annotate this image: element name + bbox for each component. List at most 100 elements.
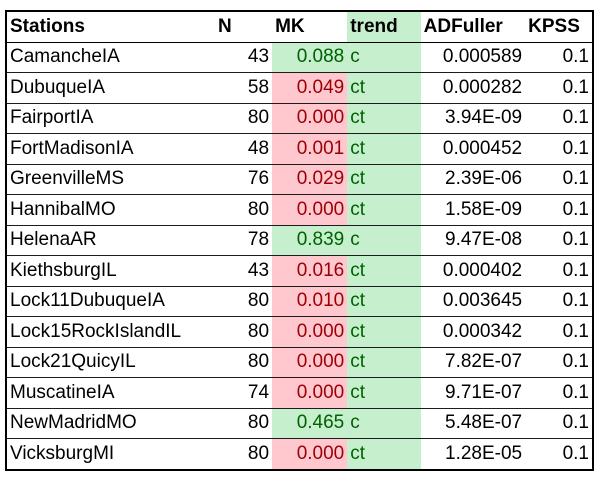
station-cell[interactable]: Lock15RockIslandIL bbox=[6, 316, 215, 348]
table-row: CamancheIA 43 0.088 c 0.000589 0.1 bbox=[6, 42, 593, 73]
kpss-cell[interactable]: 0.1 bbox=[525, 347, 593, 378]
station-cell[interactable]: DubuqueIA bbox=[6, 72, 215, 104]
trend-cell[interactable]: ct bbox=[347, 72, 421, 104]
table-row: KiethsburgIL 43 0.016 ct 0.000402 0.1 bbox=[6, 255, 593, 287]
n-cell[interactable]: 43 bbox=[214, 255, 273, 287]
trend-cell[interactable]: ct bbox=[347, 194, 421, 226]
trend-cell[interactable]: ct bbox=[347, 103, 421, 134]
station-cell[interactable]: NewMadridMO bbox=[6, 408, 215, 439]
station-cell[interactable]: HelenaAR bbox=[6, 225, 215, 256]
station-cell[interactable]: FortMadisonIA bbox=[6, 133, 215, 165]
n-cell[interactable]: 74 bbox=[214, 377, 273, 409]
table-row: FairportIA 80 0.000 ct 3.94E-09 0.1 bbox=[6, 103, 593, 134]
adfuller-cell[interactable]: 0.000402 bbox=[420, 255, 526, 287]
n-cell[interactable]: 80 bbox=[214, 408, 273, 439]
mk-cell[interactable]: 0.000 bbox=[272, 103, 348, 134]
trend-cell[interactable]: c bbox=[347, 42, 421, 73]
adfuller-cell[interactable]: 0.000342 bbox=[420, 316, 526, 348]
n-cell[interactable]: 43 bbox=[214, 42, 273, 73]
kpss-cell[interactable]: 0.1 bbox=[525, 255, 593, 287]
n-cell[interactable]: 80 bbox=[214, 286, 273, 317]
kpss-cell[interactable]: 0.1 bbox=[525, 438, 593, 470]
mk-cell[interactable]: 0.016 bbox=[272, 255, 348, 287]
adfuller-cell[interactable]: 0.000452 bbox=[420, 133, 526, 165]
station-cell[interactable]: VicksburgMI bbox=[6, 438, 215, 470]
table-row: HannibalMO 80 0.000 ct 1.58E-09 0.1 bbox=[6, 194, 593, 226]
kpss-cell[interactable]: 0.1 bbox=[525, 72, 593, 104]
trend-cell[interactable]: c bbox=[347, 225, 421, 256]
kpss-cell[interactable]: 0.1 bbox=[525, 103, 593, 134]
mk-cell[interactable]: 0.049 bbox=[272, 72, 348, 104]
mk-cell[interactable]: 0.088 bbox=[272, 42, 348, 73]
table-row: MuscatineIA 74 0.000 ct 9.71E-07 0.1 bbox=[6, 377, 593, 409]
adfuller-cell[interactable]: 0.003645 bbox=[420, 286, 526, 317]
adfuller-cell[interactable]: 1.58E-09 bbox=[420, 194, 526, 226]
n-cell[interactable]: 76 bbox=[214, 164, 273, 195]
adfuller-cell[interactable]: 3.94E-09 bbox=[420, 103, 526, 134]
n-cell[interactable]: 80 bbox=[214, 347, 273, 378]
kpss-cell[interactable]: 0.1 bbox=[525, 164, 593, 195]
kpss-cell[interactable]: 0.1 bbox=[525, 286, 593, 317]
n-cell[interactable]: 78 bbox=[214, 225, 273, 256]
adfuller-cell[interactable]: 0.000589 bbox=[420, 42, 526, 73]
table-row: Lock21QuicyIL 80 0.000 ct 7.82E-07 0.1 bbox=[6, 347, 593, 378]
kpss-cell[interactable]: 0.1 bbox=[525, 408, 593, 439]
station-cell[interactable]: GreenvilleMS bbox=[6, 164, 215, 195]
kpss-cell[interactable]: 0.1 bbox=[525, 225, 593, 256]
kpss-cell[interactable]: 0.1 bbox=[525, 42, 593, 73]
kpss-cell[interactable]: 0.1 bbox=[525, 133, 593, 165]
mk-cell[interactable]: 0.000 bbox=[272, 347, 348, 378]
header-stations[interactable]: Stations bbox=[6, 11, 215, 43]
adfuller-cell[interactable]: 9.47E-08 bbox=[420, 225, 526, 256]
mk-cell[interactable]: 0.000 bbox=[272, 377, 348, 409]
header-n[interactable]: N bbox=[214, 11, 273, 43]
mk-cell[interactable]: 0.839 bbox=[272, 225, 348, 256]
table-row: NewMadridMO 80 0.465 c 5.48E-07 0.1 bbox=[6, 408, 593, 439]
mk-cell[interactable]: 0.000 bbox=[272, 316, 348, 348]
n-cell[interactable]: 80 bbox=[214, 438, 273, 470]
station-cell[interactable]: FairportIA bbox=[6, 103, 215, 134]
adfuller-cell[interactable]: 5.48E-07 bbox=[420, 408, 526, 439]
header-mk[interactable]: MK bbox=[272, 11, 348, 43]
trend-cell[interactable]: ct bbox=[347, 164, 421, 195]
kpss-cell[interactable]: 0.1 bbox=[525, 194, 593, 226]
mk-cell[interactable]: 0.000 bbox=[272, 438, 348, 470]
adfuller-cell[interactable]: 1.28E-05 bbox=[420, 438, 526, 470]
stations-table: Stations N MK trend ADFuller KPSS Camanc… bbox=[5, 10, 594, 471]
n-cell[interactable]: 80 bbox=[214, 316, 273, 348]
station-cell[interactable]: Lock11DubuqueIA bbox=[6, 286, 215, 317]
header-kpss[interactable]: KPSS bbox=[525, 11, 593, 43]
trend-cell[interactable]: ct bbox=[347, 347, 421, 378]
trend-cell[interactable]: ct bbox=[347, 316, 421, 348]
station-cell[interactable]: Lock21QuicyIL bbox=[6, 347, 215, 378]
mk-cell[interactable]: 0.465 bbox=[272, 408, 348, 439]
mk-cell[interactable]: 0.029 bbox=[272, 164, 348, 195]
table-row: FortMadisonIA 48 0.001 ct 0.000452 0.1 bbox=[6, 133, 593, 165]
n-cell[interactable]: 48 bbox=[214, 133, 273, 165]
adfuller-cell[interactable]: 7.82E-07 bbox=[420, 347, 526, 378]
kpss-cell[interactable]: 0.1 bbox=[525, 377, 593, 409]
trend-cell[interactable]: ct bbox=[347, 133, 421, 165]
mk-cell[interactable]: 0.001 bbox=[272, 133, 348, 165]
table-row: DubuqueIA 58 0.049 ct 0.000282 0.1 bbox=[6, 72, 593, 104]
trend-cell[interactable]: ct bbox=[347, 438, 421, 470]
trend-cell[interactable]: ct bbox=[347, 286, 421, 317]
n-cell[interactable]: 80 bbox=[214, 194, 273, 226]
station-cell[interactable]: HannibalMO bbox=[6, 194, 215, 226]
station-cell[interactable]: KiethsburgIL bbox=[6, 255, 215, 287]
header-adfuller[interactable]: ADFuller bbox=[420, 11, 526, 43]
adfuller-cell[interactable]: 0.000282 bbox=[420, 72, 526, 104]
n-cell[interactable]: 80 bbox=[214, 103, 273, 134]
station-cell[interactable]: CamancheIA bbox=[6, 42, 215, 73]
mk-cell[interactable]: 0.000 bbox=[272, 194, 348, 226]
kpss-cell[interactable]: 0.1 bbox=[525, 316, 593, 348]
trend-cell[interactable]: ct bbox=[347, 377, 421, 409]
header-trend[interactable]: trend bbox=[347, 11, 421, 43]
mk-cell[interactable]: 0.010 bbox=[272, 286, 348, 317]
adfuller-cell[interactable]: 2.39E-06 bbox=[420, 164, 526, 195]
station-cell[interactable]: MuscatineIA bbox=[6, 377, 215, 409]
trend-cell[interactable]: c bbox=[347, 408, 421, 439]
trend-cell[interactable]: ct bbox=[347, 255, 421, 287]
adfuller-cell[interactable]: 9.71E-07 bbox=[420, 377, 526, 409]
n-cell[interactable]: 58 bbox=[214, 72, 273, 104]
